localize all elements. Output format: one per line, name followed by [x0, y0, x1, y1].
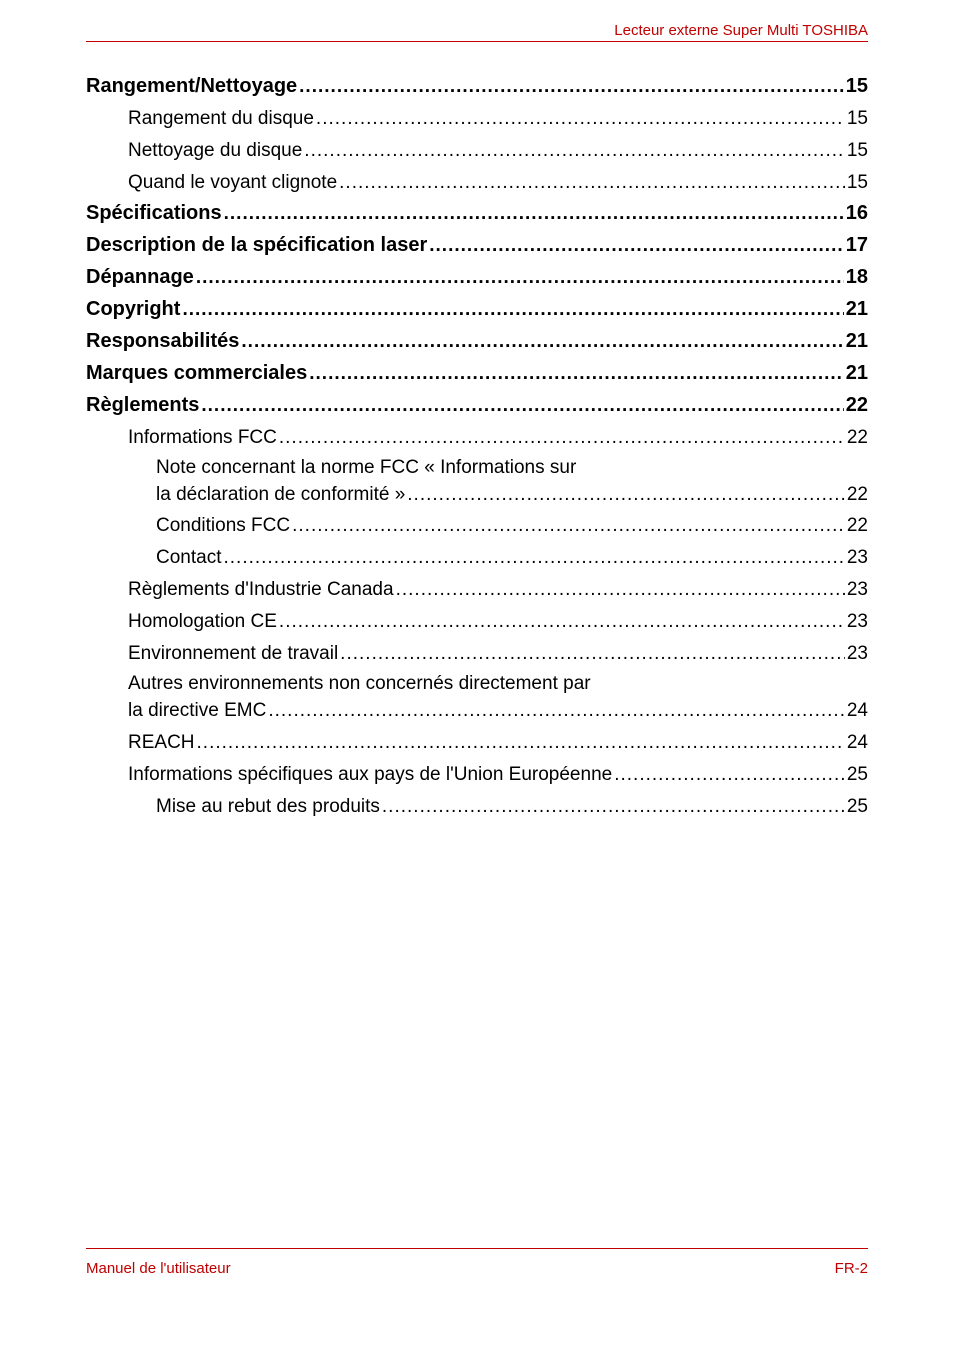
toc-label: Nettoyage du disque: [128, 141, 304, 160]
toc-entry[interactable]: Rangement/Nettoyage 15: [86, 75, 868, 96]
toc-leader: [182, 298, 843, 319]
toc-leader: [197, 731, 845, 752]
toc-page-number: 15: [844, 76, 868, 96]
toc-leader: [614, 763, 845, 784]
toc-page-number: 22: [844, 395, 868, 415]
toc-label: Copyright: [86, 299, 182, 319]
header-title: Lecteur externe Super Multi TOSHIBA: [614, 22, 868, 39]
toc-entry[interactable]: Description de la spécification laser 17: [86, 234, 868, 255]
toc-entry[interactable]: Homologation CE 23: [86, 610, 868, 631]
toc-page-number: 15: [845, 173, 868, 192]
toc-page-number: 16: [844, 203, 868, 223]
toc-leader: [429, 234, 844, 255]
footer-left-text: Manuel de l'utilisateur: [86, 1260, 231, 1277]
toc-label: Responsabilités: [86, 331, 241, 351]
toc-label: Marques commerciales: [86, 363, 309, 383]
toc-entry[interactable]: Nettoyage du disque 15: [86, 139, 868, 160]
toc-label: Spécifications: [86, 203, 224, 223]
toc-page-number: 21: [844, 331, 868, 351]
toc-page-number: 15: [845, 141, 868, 160]
toc-entry[interactable]: Conditions FCC 22: [86, 515, 868, 536]
footer-right-text: FR-2: [835, 1260, 868, 1277]
toc-label: REACH: [128, 733, 197, 752]
toc-entry[interactable]: Marques commerciales 21: [86, 362, 868, 383]
toc-entry[interactable]: Spécifications 16: [86, 203, 868, 224]
toc-entry[interactable]: Rangement du disque 15: [86, 107, 868, 128]
toc-leader: [279, 610, 845, 631]
toc-page-number: 24: [845, 701, 868, 720]
toc-page-number: 23: [845, 548, 868, 567]
toc-entry[interactable]: Note concernant la norme FCC « Informati…: [86, 458, 868, 504]
toc-label: Conditions FCC: [156, 516, 292, 535]
toc-leader: [268, 699, 845, 720]
toc-entry[interactable]: REACH 24: [86, 731, 868, 752]
toc-label: Autres environnements non concernés dire…: [128, 674, 868, 693]
toc-leader: [309, 362, 844, 383]
toc-page-number: 17: [844, 235, 868, 255]
toc-label: Contact: [156, 548, 223, 567]
toc-entry[interactable]: Mise au rebut des produits 25: [86, 795, 868, 816]
toc-page-number: 25: [845, 765, 868, 784]
document-page: Lecteur externe Super Multi TOSHIBA Rang…: [86, 0, 868, 1348]
toc-page-number: 21: [844, 363, 868, 383]
toc-label: Description de la spécification laser: [86, 235, 429, 255]
header-rule: [86, 41, 868, 42]
toc-label: Rangement/Nettoyage: [86, 76, 299, 96]
toc-leader: [241, 330, 843, 351]
toc-entry[interactable]: Quand le voyant clignote 15: [86, 171, 868, 192]
toc-label: Règlements d'Industrie Canada: [128, 580, 396, 599]
toc-page-number: 22: [845, 485, 868, 504]
toc-entry[interactable]: Informations spécifiques aux pays de l'U…: [86, 763, 868, 784]
toc-label: Environnement de travail: [128, 644, 340, 663]
toc-entry[interactable]: Responsabilités 21: [86, 330, 868, 351]
toc-leader: [340, 642, 845, 663]
table-of-contents: Rangement/Nettoyage15Rangement du disque…: [86, 75, 868, 827]
footer-rule: [86, 1248, 868, 1249]
toc-label: Homologation CE: [128, 612, 279, 631]
toc-leader: [396, 578, 845, 599]
toc-page-number: 23: [845, 644, 868, 663]
toc-entry[interactable]: Règlements 22: [86, 394, 868, 415]
toc-leader: [339, 171, 845, 192]
toc-leader: [407, 483, 845, 504]
toc-label: Quand le voyant clignote: [128, 173, 339, 192]
toc-label: Informations spécifiques aux pays de l'U…: [128, 765, 614, 784]
toc-entry[interactable]: Contact 23: [86, 546, 868, 567]
toc-entry[interactable]: Environnement de travail 23: [86, 642, 868, 663]
toc-leader: [224, 203, 844, 224]
toc-leader: [299, 75, 844, 96]
toc-leader: [196, 266, 844, 287]
toc-label: Mise au rebut des produits: [156, 797, 382, 816]
toc-leader: [292, 515, 845, 536]
toc-label: Note concernant la norme FCC « Informati…: [156, 458, 868, 477]
toc-page-number: 15: [845, 109, 868, 128]
toc-page-number: 25: [845, 797, 868, 816]
toc-label: Informations FCC: [128, 428, 279, 447]
toc-page-number: 18: [844, 267, 868, 287]
toc-page-number: 23: [845, 612, 868, 631]
toc-page-number: 23: [845, 580, 868, 599]
toc-leader: [279, 426, 845, 447]
toc-page-number: 22: [845, 428, 868, 447]
toc-entry[interactable]: Dépannage 18: [86, 266, 868, 287]
toc-leader: [201, 394, 843, 415]
toc-entry[interactable]: Informations FCC 22: [86, 426, 868, 447]
toc-entry[interactable]: Règlements d'Industrie Canada 23: [86, 578, 868, 599]
toc-leader: [304, 139, 845, 160]
toc-entry[interactable]: Autres environnements non concernés dire…: [86, 674, 868, 720]
toc-entry[interactable]: Copyright 21: [86, 298, 868, 319]
toc-label: la déclaration de conformité »: [156, 485, 407, 504]
toc-label: Règlements: [86, 395, 201, 415]
toc-label: Rangement du disque: [128, 109, 316, 128]
toc-leader: [382, 795, 845, 816]
toc-leader: [223, 546, 844, 567]
toc-leader: [316, 107, 845, 128]
toc-label: Dépannage: [86, 267, 196, 287]
toc-label: la directive EMC: [128, 701, 268, 720]
toc-page-number: 24: [845, 733, 868, 752]
toc-page-number: 21: [844, 299, 868, 319]
toc-page-number: 22: [845, 516, 868, 535]
